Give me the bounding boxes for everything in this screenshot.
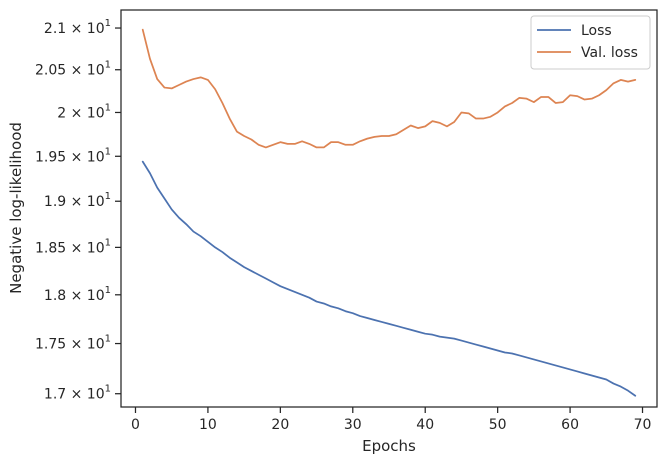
series-lines (141, 28, 637, 397)
plot-frame (120, 9, 658, 408)
y-tick-label: 1.7 × 101 (44, 384, 111, 403)
x-tick-label: 20 (271, 417, 289, 433)
legend: Loss Val. loss (530, 15, 651, 70)
y-tick-label: 2 × 101 (57, 102, 111, 121)
x-tick-label: 60 (561, 417, 579, 433)
plot-area (121, 10, 657, 407)
x-axis-ticks: 0 10 20 30 40 50 60 70 (131, 407, 651, 433)
y-tick-label: 1.85 × 101 (35, 237, 111, 256)
y-axis-label: Negative log-likelihood (7, 122, 25, 294)
x-tick-label: 10 (199, 417, 217, 433)
series-line-loss (141, 160, 637, 397)
x-axis-label: Epochs (362, 437, 416, 455)
y-tick-label: 1.75 × 101 (35, 334, 111, 353)
y-tick-label: 1.8 × 101 (44, 285, 111, 304)
series-line-val-loss (141, 28, 637, 149)
x-tick-label: 0 (131, 417, 140, 433)
y-tick-label: 1.95 × 101 (35, 146, 111, 165)
y-tick-label: 1.9 × 101 (44, 191, 111, 210)
y-axis-ticks: 1.7 × 101 1.75 × 101 1.8 × 101 1.85 × 101 1.… (35, 18, 121, 403)
x-tick-label: 50 (489, 417, 507, 433)
x-tick-label: 30 (344, 417, 362, 433)
legend-label-val-loss: Val. loss (581, 45, 638, 61)
x-tick-label: 40 (416, 417, 434, 433)
y-tick-label: 2.05 × 101 (35, 60, 111, 79)
legend-label-loss: Loss (581, 23, 612, 39)
y-tick-label: 2.1 × 101 (44, 18, 111, 37)
x-tick-label: 70 (634, 417, 652, 433)
